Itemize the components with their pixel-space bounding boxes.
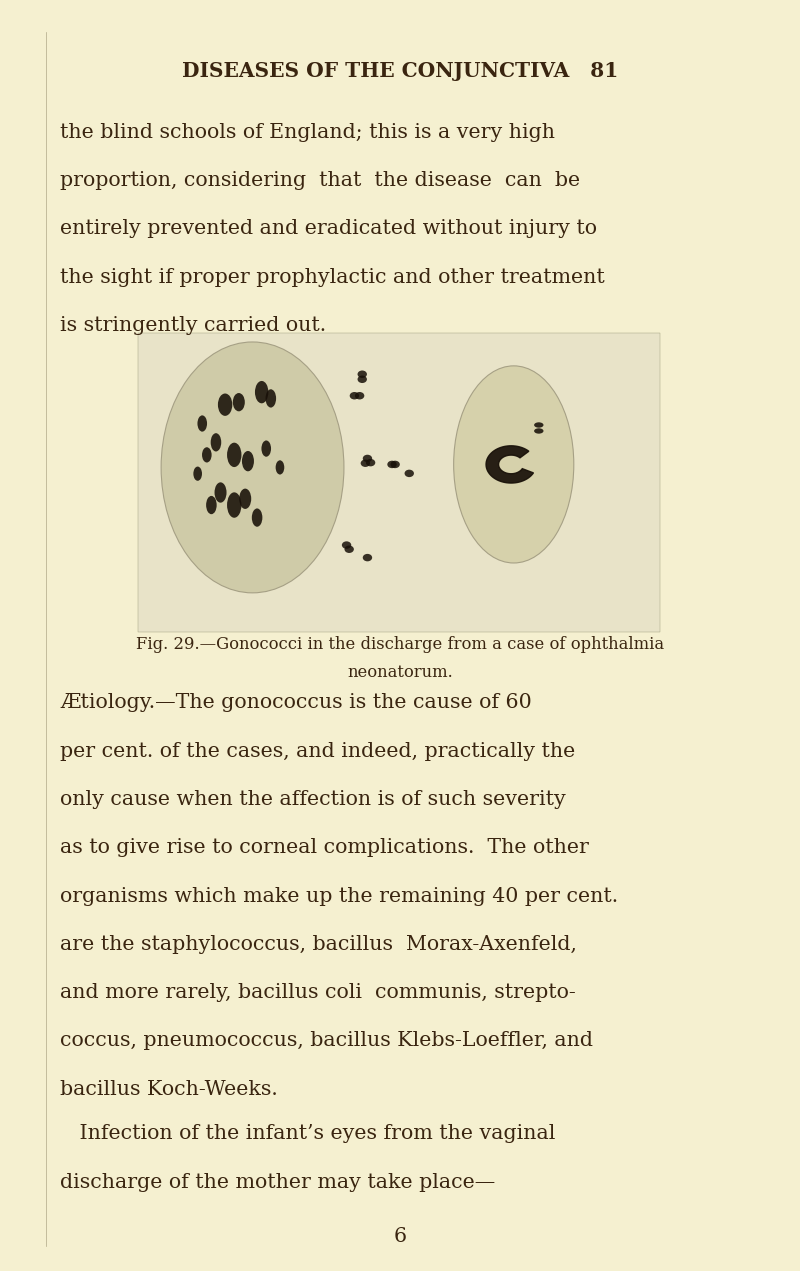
Ellipse shape xyxy=(276,460,284,474)
Ellipse shape xyxy=(390,460,400,468)
Ellipse shape xyxy=(239,488,251,508)
Ellipse shape xyxy=(227,492,242,517)
Text: neonatorum.: neonatorum. xyxy=(347,663,453,681)
Ellipse shape xyxy=(454,366,574,563)
Text: Infection of the infant’s eyes from the vaginal: Infection of the infant’s eyes from the … xyxy=(60,1125,555,1143)
Text: DISEASES OF THE CONJUNCTIVA   81: DISEASES OF THE CONJUNCTIVA 81 xyxy=(182,61,618,80)
Ellipse shape xyxy=(342,541,351,549)
Text: per cent. of the cases, and indeed, practically the: per cent. of the cases, and indeed, prac… xyxy=(60,742,575,760)
Text: Ætiology.—The gonococcus is the cause of 60: Ætiology.—The gonococcus is the cause of… xyxy=(60,694,532,712)
Text: the sight if proper prophylactic and other treatment: the sight if proper prophylactic and oth… xyxy=(60,268,605,286)
Text: only cause when the affection is of such severity: only cause when the affection is of such… xyxy=(60,791,566,808)
Ellipse shape xyxy=(266,389,276,408)
Ellipse shape xyxy=(361,460,370,466)
Ellipse shape xyxy=(218,394,232,416)
Polygon shape xyxy=(486,446,534,483)
Text: bacillus Koch-Weeks.: bacillus Koch-Weeks. xyxy=(60,1080,278,1098)
Ellipse shape xyxy=(242,451,254,472)
Ellipse shape xyxy=(387,460,397,468)
Ellipse shape xyxy=(358,375,367,383)
Ellipse shape xyxy=(252,508,262,526)
Text: organisms which make up the remaining 40 per cent.: organisms which make up the remaining 40… xyxy=(60,887,618,905)
Ellipse shape xyxy=(534,422,543,427)
Ellipse shape xyxy=(534,428,543,433)
Ellipse shape xyxy=(262,441,271,456)
Ellipse shape xyxy=(355,391,364,399)
Ellipse shape xyxy=(161,342,344,592)
Text: coccus, pneumococcus, bacillus Klebs-Loeffler, and: coccus, pneumococcus, bacillus Klebs-Loe… xyxy=(60,1032,593,1050)
Ellipse shape xyxy=(233,393,245,412)
Text: as to give rise to corneal complications.  The other: as to give rise to corneal complications… xyxy=(60,839,589,857)
Ellipse shape xyxy=(255,381,268,403)
Ellipse shape xyxy=(362,455,372,463)
Text: entirely prevented and eradicated without injury to: entirely prevented and eradicated withou… xyxy=(60,220,597,238)
Ellipse shape xyxy=(358,370,367,377)
Ellipse shape xyxy=(210,433,222,451)
Ellipse shape xyxy=(345,545,354,553)
Text: is stringently carried out.: is stringently carried out. xyxy=(60,316,326,334)
Ellipse shape xyxy=(214,482,226,502)
Text: discharge of the mother may take place—: discharge of the mother may take place— xyxy=(60,1173,495,1191)
Text: are the staphylococcus, bacillus  Morax-Axenfeld,: are the staphylococcus, bacillus Morax-A… xyxy=(60,935,577,953)
Text: Fig. 29.—Gonococci in the discharge from a case of ophthalmia: Fig. 29.—Gonococci in the discharge from… xyxy=(136,636,664,653)
Ellipse shape xyxy=(362,554,372,562)
Text: and more rarely, bacillus coli  communis, strepto-: and more rarely, bacillus coli communis,… xyxy=(60,984,576,1002)
Ellipse shape xyxy=(366,459,375,466)
Ellipse shape xyxy=(206,496,217,515)
Ellipse shape xyxy=(227,442,242,466)
Bar xyxy=(138,333,660,632)
Ellipse shape xyxy=(405,470,414,477)
Text: the blind schools of England; this is a very high: the blind schools of England; this is a … xyxy=(60,123,555,141)
Ellipse shape xyxy=(202,447,212,463)
Ellipse shape xyxy=(194,466,202,480)
Text: proportion, considering  that  the disease  can  be: proportion, considering that the disease… xyxy=(60,172,580,189)
Text: 6: 6 xyxy=(394,1228,406,1246)
Ellipse shape xyxy=(198,416,207,432)
Ellipse shape xyxy=(350,391,359,399)
